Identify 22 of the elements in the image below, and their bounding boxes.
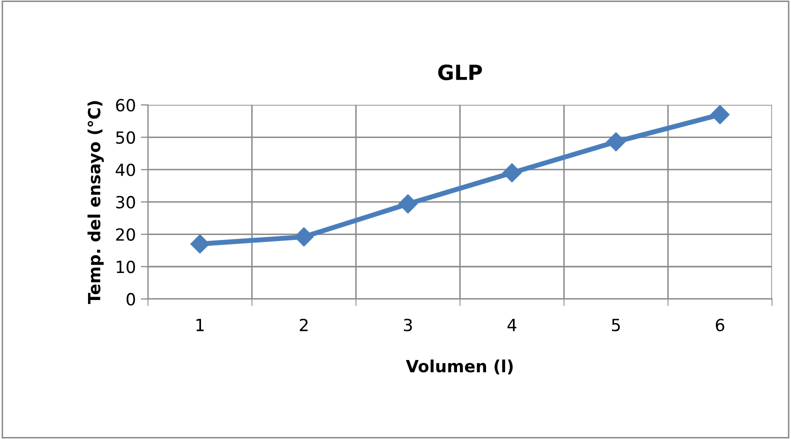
y-tick-label: 30 <box>116 196 136 209</box>
chart-title: GLP <box>438 64 482 80</box>
y-axis-title: Temp. del ensayo (°C) <box>88 101 104 304</box>
y-tick-label: 20 <box>116 228 136 241</box>
y-tick-label: 0 <box>126 292 136 306</box>
y-tick-label: 60 <box>116 98 136 112</box>
point <box>398 194 418 214</box>
x-tick-label: 2 <box>300 318 308 332</box>
y-tick-label: 40 <box>116 164 136 176</box>
x-tick-label: 5 <box>612 318 620 332</box>
point <box>190 234 210 254</box>
point <box>502 163 522 182</box>
x-tick-label: 3 <box>404 318 412 332</box>
point <box>710 105 730 124</box>
y-tick-label: 10 <box>116 260 136 274</box>
y-tick-label: 50 <box>116 131 136 144</box>
x-tick-label: 4 <box>507 318 516 332</box>
point <box>606 132 626 152</box>
x-tick-label: 1 <box>196 318 204 332</box>
x-axis-title: Volumen (l) <box>406 360 513 374</box>
x-tick-label: 6 <box>716 318 724 332</box>
point <box>294 227 314 246</box>
